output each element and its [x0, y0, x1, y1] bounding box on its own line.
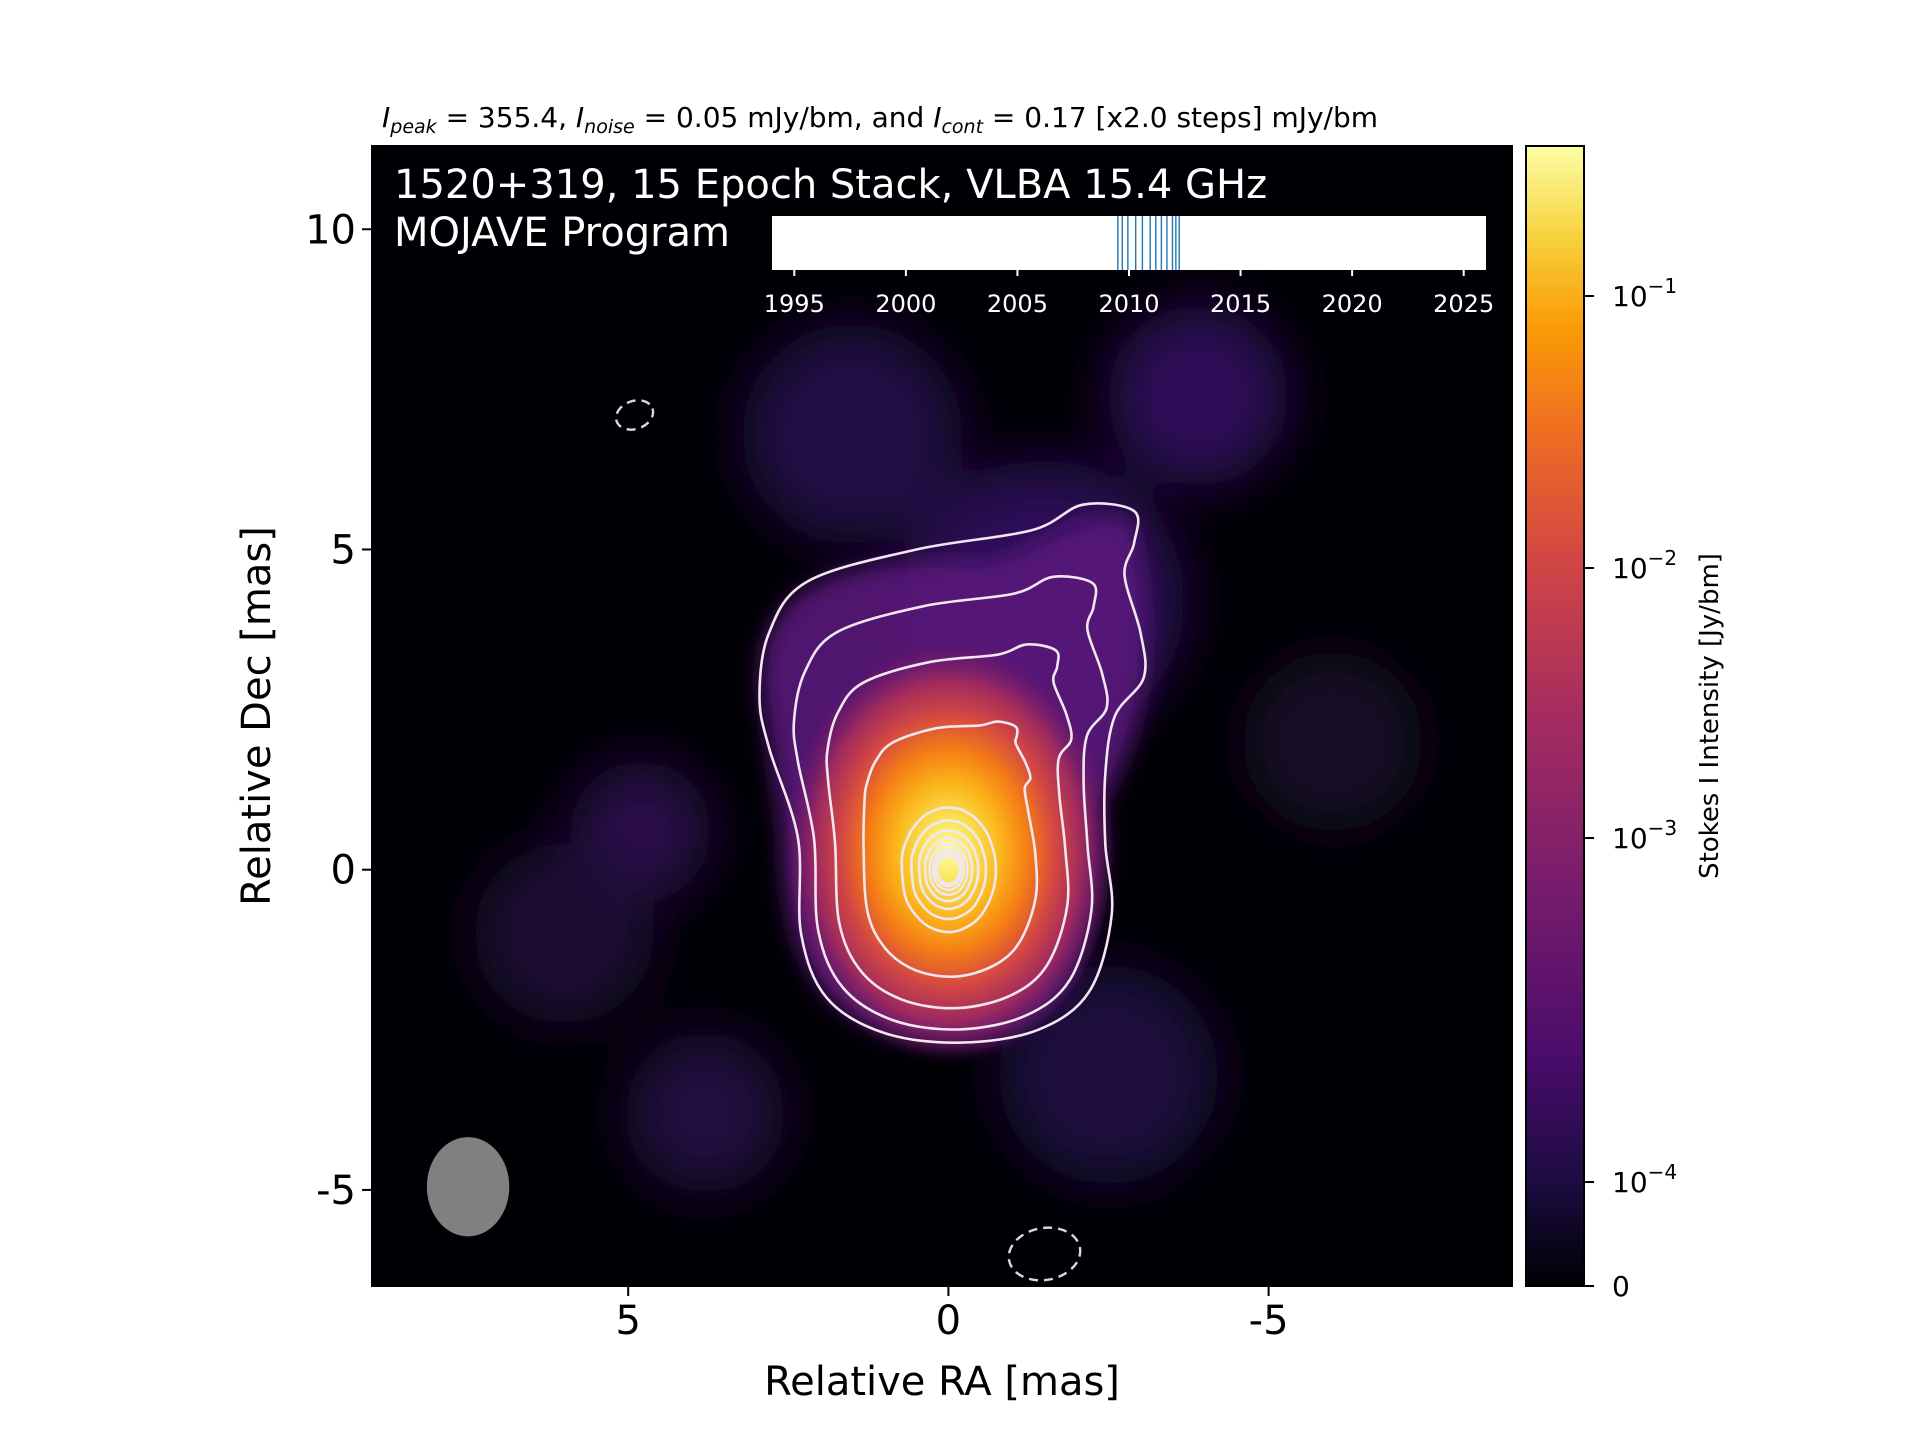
y-tick-label: 5: [331, 527, 356, 573]
x-axis-label: Relative RA [mas]: [764, 1359, 1120, 1405]
colorbar-ticks: 0 10−4 10−3 10−2 10−1: [1584, 274, 1677, 1303]
timeline-ticks: 1995 2000 2005 2010 2015 2020 2025: [764, 270, 1494, 318]
contour-level: [862, 720, 1039, 979]
header-cont-sub: cont: [941, 116, 984, 138]
colorbar-tick-label: 10−2: [1612, 546, 1677, 585]
timeline-year-label: 2000: [875, 290, 936, 318]
colorbar-tick-label: 10−3: [1612, 816, 1677, 855]
epoch-timeline-box: [772, 216, 1486, 270]
x-tick-label: 5: [615, 1298, 640, 1344]
contour-level: [792, 575, 1109, 1031]
contour-level: [928, 843, 969, 897]
y-axis: -5 0 5 10: [305, 207, 372, 1214]
negative-contour: [614, 399, 655, 431]
header-stats: Ipeak = 355.4, Inoise = 0.05 mJy/bm, and…: [382, 101, 1378, 138]
x-tick-label: 0: [936, 1298, 961, 1344]
header-cont-text: = 0.17 [x2.0 steps] mJy/bm: [983, 101, 1378, 134]
timeline-year-label: 2020: [1322, 290, 1383, 318]
contour-level: [923, 837, 974, 903]
diffuse-blob: [998, 964, 1219, 1185]
plot-title-line2: MOJAVE Program: [394, 210, 730, 256]
timeline-year-label: 1995: [764, 290, 825, 318]
timeline-year-label: 2025: [1433, 290, 1494, 318]
colorbar-label: Stokes I Intensity [Jy/bm]: [1695, 553, 1725, 879]
beam-ellipse: [426, 1137, 510, 1237]
colorbar-tick-label: 10−1: [1612, 274, 1677, 313]
header-peak-text: = 355.4,: [437, 101, 576, 134]
diffuse-blob: [474, 843, 655, 1024]
colorbar-tick-label: 10−4: [1612, 1160, 1677, 1199]
diffuse-blob: [742, 324, 963, 545]
header-i-symbol-3: I: [933, 101, 941, 134]
contour-level: [758, 502, 1147, 1044]
header-peak-sub: peak: [389, 116, 437, 138]
intensity-map: 1520+319, 15 Epoch Stack, VLBA 15.4 GHz …: [372, 146, 1512, 1286]
contour-level: [931, 848, 966, 892]
y-axis-label: Relative Dec [mas]: [234, 526, 280, 906]
x-tick-label: -5: [1249, 1298, 1289, 1344]
contour-level: [935, 854, 962, 886]
contour-level: [917, 829, 980, 911]
y-tick-label: 10: [305, 207, 356, 253]
header-noise-text: = 0.05 mJy/bm, and: [635, 101, 933, 134]
colorbar: [1525, 145, 1585, 1287]
timeline-year-label: 2005: [987, 290, 1048, 318]
plot-frame: [371, 145, 1513, 1287]
diffuse-blob: [1242, 651, 1423, 832]
contour-level: [825, 643, 1073, 1010]
negative-contour: [1007, 1226, 1082, 1282]
y-tick-label: 0: [331, 848, 356, 894]
contour-group: [758, 502, 1147, 1044]
epoch-lines: [1117, 216, 1180, 270]
y-tick-label: -5: [316, 1168, 356, 1214]
x-axis: 5 0 -5: [615, 1286, 1289, 1344]
plot-title-line1: 1520+319, 15 Epoch Stack, VLBA 15.4 GHz: [394, 162, 1267, 208]
colorbar-tick-label: 0: [1612, 1270, 1630, 1303]
diffuse-blob: [1108, 305, 1289, 486]
header-i-symbol: I: [382, 101, 390, 134]
contour-level: [910, 819, 988, 921]
timeline-year-label: 2010: [1098, 290, 1159, 318]
diffuse-blob: [625, 1033, 786, 1194]
negative-contour-group: [614, 399, 1082, 1282]
contour-level: [934, 851, 963, 888]
timeline-year-label: 2015: [1210, 290, 1271, 318]
header-noise-sub: noise: [584, 116, 635, 138]
contour-level: [900, 806, 998, 934]
header-i-symbol-2: I: [576, 101, 584, 134]
